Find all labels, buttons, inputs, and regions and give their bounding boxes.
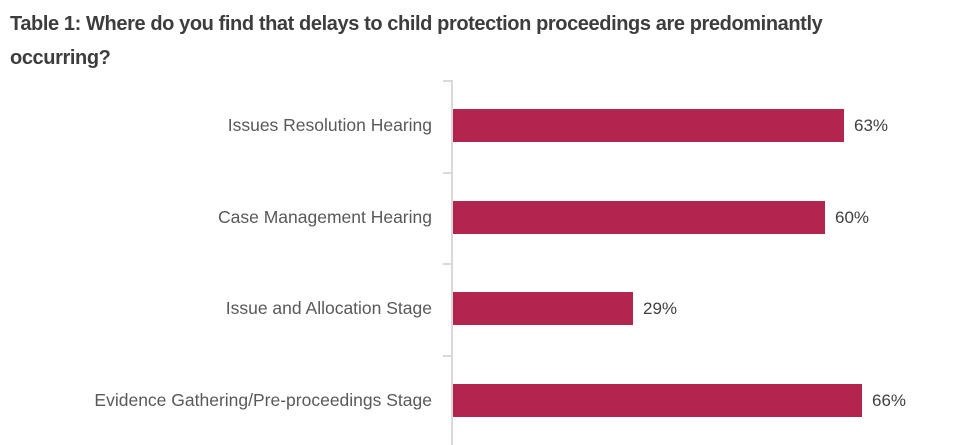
category-label-issues-resolution-hearing: Issues Resolution Hearing	[227, 115, 432, 135]
axis-tick-evidence-gathering-pre-proceedings-stage	[443, 355, 453, 357]
axis-tick-issues-resolution-hearing	[443, 80, 453, 82]
category-label-issue-and-allocation-stage: Issue and Allocation Stage	[225, 298, 432, 318]
chart-title-line-2: occurring?	[10, 47, 111, 69]
category-axis-line	[451, 80, 453, 445]
category-label-case-management-hearing: Case Management Hearing	[217, 207, 432, 227]
bar-case-management-hearing	[453, 201, 825, 234]
value-label-evidence-gathering-pre-proceedings-stage: 66%	[872, 391, 907, 410]
axis-tick-case-management-hearing	[443, 172, 453, 174]
bar-issues-resolution-hearing	[453, 109, 844, 142]
axis-tick-issue-and-allocation-stage	[443, 263, 453, 265]
bar-issue-and-allocation-stage	[453, 292, 633, 325]
chart-title: Table 1: Where do you find that delays t…	[10, 7, 823, 75]
value-label-issue-and-allocation-stage: 29%	[643, 299, 678, 318]
value-label-issues-resolution-hearing: 63%	[854, 116, 889, 135]
category-label-evidence-gathering-pre-proceedings-stage: Evidence Gathering/Pre-proceedings Stage	[94, 390, 432, 410]
chart-title-line-1: Table 1: Where do you find that delays t…	[10, 13, 823, 35]
bar-evidence-gathering-pre-proceedings-stage	[453, 384, 862, 417]
value-label-case-management-hearing: 60%	[835, 208, 870, 227]
